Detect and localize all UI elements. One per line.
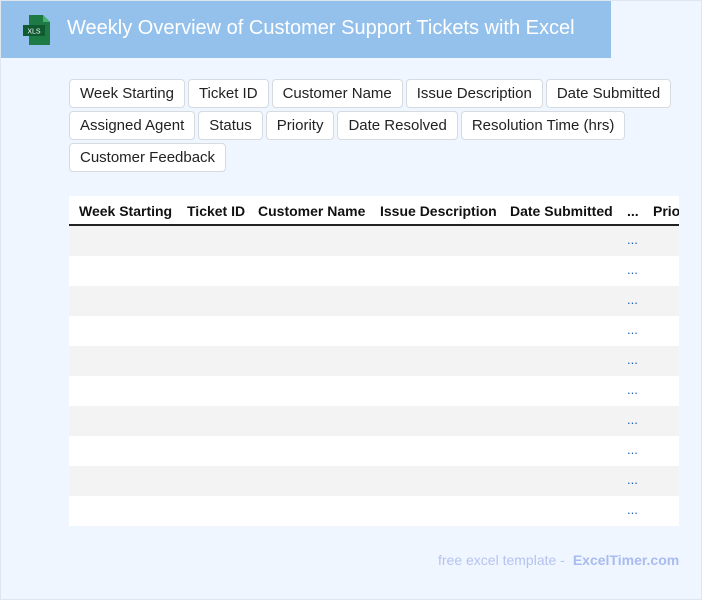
ellipsis-cell: ... [627, 292, 638, 307]
ellipsis-cell: ... [627, 382, 638, 397]
table-row: ... [69, 346, 679, 376]
data-table: Week Starting Ticket ID Customer Name Issue… [69, 196, 679, 526]
table-row: ... [69, 286, 679, 316]
column-chip[interactable]: Issue Description [405, 79, 543, 108]
ellipsis-cell: ... [627, 502, 638, 517]
ellipsis-cell: ... [627, 352, 638, 367]
footer-text: free excel template - [438, 552, 565, 568]
table-row: ... [69, 496, 679, 526]
column-chip[interactable]: Resolution Time (hrs) [460, 111, 626, 140]
ellipsis-cell: ... [627, 232, 638, 247]
column-header[interactable]: ... [627, 203, 639, 219]
table-row: ... [69, 376, 679, 406]
column-header[interactable]: Customer Name [258, 203, 366, 219]
xls-file-icon: XLS [23, 15, 50, 45]
footer-brand-link[interactable]: ExcelTimer.com [572, 552, 680, 568]
table-row: ... [69, 436, 679, 466]
column-chip[interactable]: Assigned Agent [69, 111, 196, 140]
column-chip[interactable]: Status [198, 111, 263, 140]
ellipsis-cell: ... [627, 442, 638, 457]
column-chip[interactable]: Customer Name [271, 79, 403, 108]
ellipsis-cell: ... [627, 472, 638, 487]
column-header[interactable]: Prio [653, 203, 679, 219]
column-chips: Week Starting Ticket ID Customer Name Issue… [69, 79, 679, 172]
page-title: Weekly Overview of Customer Support Tick… [67, 17, 575, 39]
column-header[interactable]: Date Submitted [510, 203, 613, 219]
column-chip[interactable]: Ticket ID [187, 79, 269, 108]
ellipsis-cell: ... [627, 262, 638, 277]
column-chip[interactable]: Customer Feedback [69, 143, 227, 172]
column-chip[interactable]: Week Starting [69, 79, 185, 108]
column-header[interactable]: Issue Description [380, 203, 497, 219]
table-header: Week Starting Ticket ID Customer Name Issue… [69, 196, 679, 226]
header-bar: XLS Weekly Overview of Customer Support … [1, 1, 611, 58]
table-row: ... [69, 466, 679, 496]
column-chip[interactable]: Date Resolved [337, 111, 458, 140]
ellipsis-cell: ... [627, 412, 638, 427]
column-header[interactable]: Week Starting [79, 203, 173, 219]
column-chip[interactable]: Priority [265, 111, 335, 140]
table-row: ... [69, 406, 679, 436]
table-row: ... [69, 316, 679, 346]
column-header[interactable]: Ticket ID [187, 203, 246, 219]
table-row: ... [69, 226, 679, 256]
svg-text:XLS: XLS [27, 29, 41, 36]
footer: free excel template - ExcelTimer.com [438, 552, 679, 568]
table-row: ... [69, 256, 679, 286]
ellipsis-cell: ... [627, 322, 638, 337]
column-chip[interactable]: Date Submitted [545, 79, 672, 108]
